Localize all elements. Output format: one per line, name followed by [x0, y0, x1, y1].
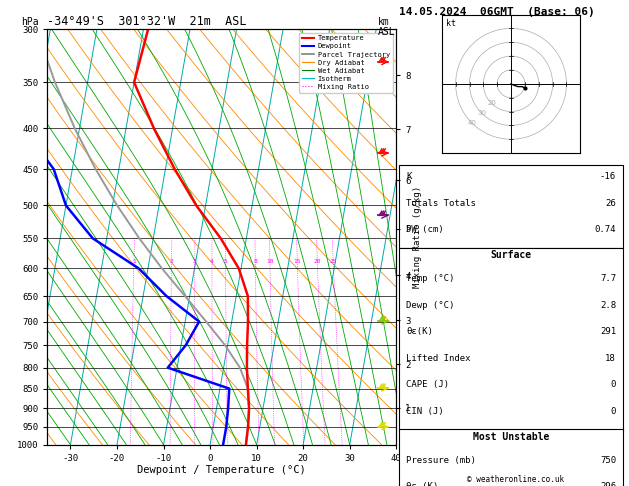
Text: 5: 5 [224, 259, 228, 264]
Text: 296: 296 [600, 482, 616, 486]
Text: Surface: Surface [491, 250, 532, 260]
Text: 2.8: 2.8 [600, 300, 616, 310]
Text: kt: kt [446, 19, 456, 28]
Text: Most Unstable: Most Unstable [473, 432, 549, 442]
Y-axis label: Mixing Ratio (g/kg): Mixing Ratio (g/kg) [413, 186, 423, 288]
Text: -34°49'S  301°32'W  21m  ASL: -34°49'S 301°32'W 21m ASL [47, 15, 247, 28]
Text: Dewp (°C): Dewp (°C) [406, 300, 455, 310]
Text: θε (K): θε (K) [406, 482, 438, 486]
Text: -16: -16 [600, 172, 616, 181]
Text: 4: 4 [210, 259, 214, 264]
Bar [399, 165, 623, 248]
Text: 40: 40 [468, 120, 477, 125]
Text: 0.74: 0.74 [594, 225, 616, 234]
Text: © weatheronline.co.uk: © weatheronline.co.uk [467, 474, 564, 484]
Text: LCL: LCL [400, 426, 415, 435]
Bar [399, 248, 623, 432]
Legend: Temperature, Dewpoint, Parcel Trajectory, Dry Adiabat, Wet Adiabat, Isotherm, Mi: Temperature, Dewpoint, Parcel Trajectory… [299, 33, 392, 93]
Text: Lifted Index: Lifted Index [406, 354, 470, 363]
Text: 2: 2 [170, 259, 174, 264]
Text: θε(K): θε(K) [406, 327, 433, 336]
Text: Pressure (mb): Pressure (mb) [406, 456, 476, 465]
Text: 8: 8 [253, 259, 257, 264]
X-axis label: Dewpoint / Temperature (°C): Dewpoint / Temperature (°C) [137, 466, 306, 475]
Text: 291: 291 [600, 327, 616, 336]
Text: hPa: hPa [21, 17, 38, 27]
Text: CAPE (J): CAPE (J) [406, 380, 449, 389]
Text: km: km [377, 17, 389, 27]
Text: 14.05.2024  06GMT  (Base: 06): 14.05.2024 06GMT (Base: 06) [399, 7, 595, 17]
Text: 25: 25 [330, 259, 337, 264]
Text: 1: 1 [132, 259, 136, 264]
Text: CIN (J): CIN (J) [406, 407, 443, 416]
Text: 750: 750 [600, 456, 616, 465]
Text: 26: 26 [605, 199, 616, 208]
Text: Temp (°C): Temp (°C) [406, 274, 455, 283]
Text: 30: 30 [477, 110, 486, 116]
Text: 18: 18 [605, 354, 616, 363]
Text: ASL: ASL [377, 27, 395, 37]
Text: K: K [406, 172, 411, 181]
Text: 10: 10 [266, 259, 274, 264]
Bar [399, 429, 623, 486]
Text: 0: 0 [611, 380, 616, 389]
Text: 7.7: 7.7 [600, 274, 616, 283]
Text: 15: 15 [294, 259, 301, 264]
Text: PW (cm): PW (cm) [406, 225, 443, 234]
Text: 0: 0 [611, 407, 616, 416]
Text: 20: 20 [487, 100, 496, 106]
Text: Totals Totals: Totals Totals [406, 199, 476, 208]
Text: 20: 20 [314, 259, 321, 264]
Text: 3: 3 [193, 259, 197, 264]
